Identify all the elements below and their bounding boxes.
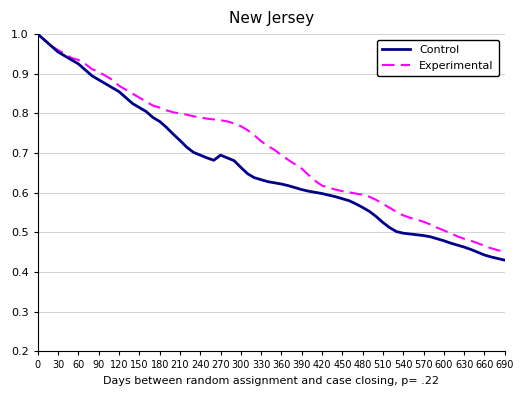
Line: Experimental: Experimental xyxy=(38,34,505,252)
Control xyxy=(156,119,163,124)
Experimental xyxy=(501,250,508,254)
Control xyxy=(177,138,183,143)
Control xyxy=(143,109,149,114)
Experimental xyxy=(143,99,149,104)
X-axis label: Days between random assignment and case closing, p= .22: Days between random assignment and case … xyxy=(103,376,439,386)
Legend: Control, Experimental: Control, Experimental xyxy=(377,40,499,77)
Experimental xyxy=(35,32,41,37)
Experimental xyxy=(177,111,183,116)
Control xyxy=(427,234,434,239)
Experimental xyxy=(292,162,298,167)
Line: Control: Control xyxy=(38,34,505,260)
Control xyxy=(501,258,508,262)
Experimental xyxy=(156,105,163,110)
Experimental xyxy=(427,222,434,227)
Control xyxy=(434,236,440,241)
Title: New Jersey: New Jersey xyxy=(229,11,314,26)
Control xyxy=(292,185,298,190)
Control xyxy=(35,32,41,37)
Experimental xyxy=(434,225,440,230)
